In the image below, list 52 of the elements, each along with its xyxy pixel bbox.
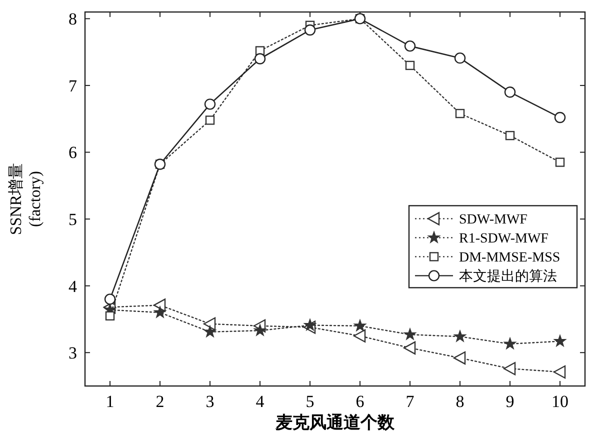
y-tick-label: 6 <box>68 143 77 162</box>
point <box>154 306 166 318</box>
point <box>553 365 566 379</box>
x-tick-label: 1 <box>106 392 114 411</box>
point <box>353 329 366 343</box>
y-tick-label: 3 <box>68 344 77 363</box>
x-tick-label: 7 <box>406 392 415 411</box>
point <box>554 112 566 124</box>
point <box>204 98 216 110</box>
point <box>105 311 115 320</box>
point <box>503 362 516 376</box>
point <box>454 330 466 342</box>
point <box>504 338 516 350</box>
point <box>404 328 416 340</box>
point <box>555 158 565 167</box>
legend-label: R1-SDW-MWF <box>459 232 549 247</box>
y-axis-title: SSNR增量 (factory) <box>8 162 44 236</box>
point <box>205 116 215 125</box>
point <box>304 24 316 36</box>
point <box>254 324 266 336</box>
point <box>153 298 166 312</box>
point <box>554 334 566 347</box>
x-tick-label: 8 <box>456 392 464 411</box>
point <box>204 326 216 338</box>
y-tick-label: 8 <box>68 10 77 29</box>
y-tick-label: 5 <box>68 210 77 229</box>
point <box>404 40 416 52</box>
legend-label: DM-MMSE-MSS <box>459 250 560 266</box>
x-tick-label: 9 <box>506 392 514 411</box>
x-tick-label: 6 <box>356 392 364 411</box>
point <box>504 86 516 98</box>
y-tick-label: 4 <box>68 276 78 296</box>
point <box>454 52 466 64</box>
point <box>455 108 465 118</box>
point <box>304 318 316 330</box>
x-tick-label: 3 <box>206 392 214 411</box>
point <box>405 60 415 70</box>
point <box>505 130 515 140</box>
point <box>354 319 366 332</box>
x-tick-label: 5 <box>306 392 314 411</box>
x-tick-label: 10 <box>552 392 568 411</box>
x-tick-label: 4 <box>256 392 265 411</box>
point <box>104 294 116 305</box>
y-tick-label: 7 <box>68 76 78 96</box>
legend-label: 本文提出的算法 <box>459 268 557 285</box>
point <box>254 53 266 64</box>
point <box>403 341 416 355</box>
point <box>203 317 216 330</box>
x-axis-title: 麦克风通道个数 <box>274 413 396 433</box>
x-tick-label: 2 <box>156 392 164 411</box>
legend-label: SDW-MWF <box>459 212 528 228</box>
point <box>453 351 466 365</box>
